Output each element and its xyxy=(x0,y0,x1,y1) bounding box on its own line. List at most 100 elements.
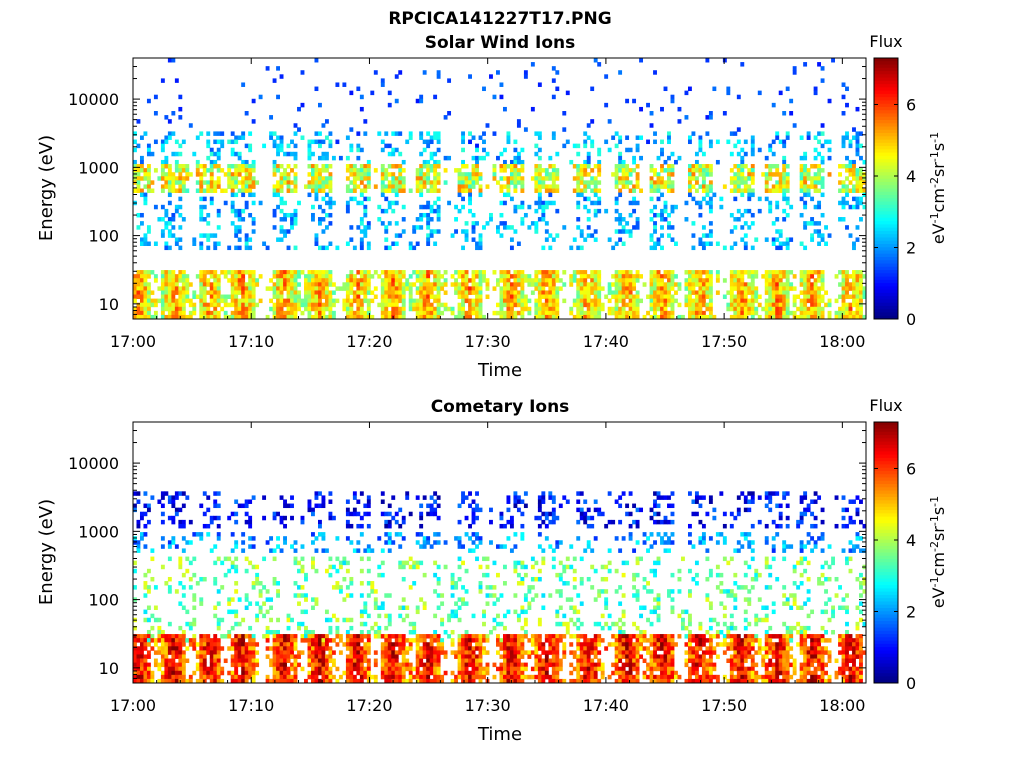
spectrogram-pixel xyxy=(150,576,155,582)
spectrogram-pixel xyxy=(848,314,853,320)
spectrogram-pixel xyxy=(806,310,811,316)
spectrogram-pixel xyxy=(324,270,329,275)
spectrogram-pixel xyxy=(653,139,657,145)
spectrogram-pixel xyxy=(733,241,738,246)
spectrogram-pixel xyxy=(293,212,298,218)
spectrogram-pixel xyxy=(213,658,218,664)
spectrogram-pixel xyxy=(164,221,169,226)
spectrogram-pixel xyxy=(499,184,504,189)
spectrogram-pixel xyxy=(234,310,239,316)
spectrogram-pixel xyxy=(520,302,525,308)
spectrogram-pixel xyxy=(593,184,598,189)
spectrogram-pixel xyxy=(852,176,856,181)
spectrogram-pixel xyxy=(426,237,431,242)
spectrogram-pixel xyxy=(314,662,319,668)
spectrogram-pixel xyxy=(806,282,811,287)
spectrogram-pixel xyxy=(331,613,336,619)
spectrogram-pixel xyxy=(139,642,144,647)
spectrogram-pixel xyxy=(150,625,155,631)
spectrogram-pixel xyxy=(775,229,780,234)
spectrogram-pixel xyxy=(618,314,623,320)
spectrogram-pixel xyxy=(352,678,357,684)
spectrogram-pixel xyxy=(283,278,287,283)
colorbar-segment xyxy=(874,64,898,69)
spectrogram-pixel xyxy=(178,151,183,157)
spectrogram-pixel xyxy=(747,286,752,291)
spectrogram-pixel xyxy=(290,270,294,275)
spectrogram-pixel xyxy=(293,678,298,684)
spectrogram-pixel xyxy=(621,176,626,181)
spectrogram-pixel xyxy=(656,184,661,189)
spectrogram-pixel xyxy=(167,172,172,177)
spectrogram-pixel xyxy=(785,282,790,287)
spectrogram-pixel xyxy=(670,164,675,169)
spectrogram-pixel xyxy=(244,111,249,116)
spectrogram-pixel xyxy=(708,208,713,214)
spectrogram-pixel xyxy=(223,634,228,639)
spectrogram-pixel xyxy=(771,102,776,108)
spectrogram-pixel xyxy=(237,225,242,230)
spectrogram-pixel xyxy=(167,544,172,549)
spectrogram-pixel xyxy=(509,225,514,230)
spectrogram-pixel xyxy=(265,66,270,71)
y-tick-label: 100 xyxy=(88,227,119,246)
spectrogram-pixel xyxy=(352,290,357,295)
spectrogram-pixel xyxy=(523,278,528,283)
spectrogram-pixel xyxy=(653,314,657,320)
spectrogram-pixel xyxy=(192,241,197,246)
spectrogram-pixel xyxy=(356,548,361,553)
spectrogram-pixel xyxy=(216,515,221,521)
spectrogram-pixel xyxy=(551,237,556,242)
spectrogram-pixel xyxy=(387,298,392,304)
spectrogram-pixel xyxy=(632,196,637,202)
spectrogram-pixel xyxy=(143,306,148,312)
spectrogram-pixel xyxy=(276,536,280,541)
spectrogram-pixel xyxy=(178,507,183,513)
spectrogram-pixel xyxy=(359,581,364,586)
spectrogram-pixel xyxy=(241,540,246,545)
spectrogram-pixel xyxy=(160,634,165,639)
spectrogram-pixel xyxy=(143,511,148,517)
spectrogram-pixel xyxy=(775,310,780,316)
spectrogram-pixel xyxy=(743,233,748,238)
spectrogram-pixel xyxy=(506,310,511,316)
spectrogram-pixel xyxy=(174,302,179,308)
spectrogram-pixel xyxy=(663,302,668,308)
spectrogram-pixel xyxy=(133,310,137,316)
spectrogram-pixel xyxy=(304,274,308,279)
spectrogram-pixel xyxy=(230,674,235,680)
spectrogram-pixel xyxy=(216,662,221,668)
spectrogram-pixel xyxy=(729,282,734,287)
spectrogram-pixel xyxy=(513,290,518,295)
spectrogram-pixel xyxy=(356,290,361,295)
spectrogram-pixel xyxy=(314,184,319,189)
spectrogram-pixel xyxy=(660,225,664,230)
spectrogram-pixel xyxy=(855,282,860,287)
spectrogram-pixel xyxy=(621,306,626,312)
spectrogram-pixel xyxy=(216,274,221,279)
spectrogram-pixel xyxy=(248,184,253,189)
spectrogram-pixel xyxy=(523,302,528,308)
spectrogram-pixel xyxy=(768,147,773,153)
spectrogram-pixel xyxy=(366,306,371,312)
spectrogram-pixel xyxy=(412,270,417,275)
spectrogram-pixel xyxy=(279,306,284,312)
spectrogram-pixel xyxy=(164,115,169,120)
spectrogram-pixel xyxy=(527,225,532,230)
spectrogram-pixel xyxy=(188,576,193,582)
spectrogram-pixel xyxy=(523,74,528,79)
spectrogram-pixel xyxy=(244,650,249,655)
spectrogram-pixel xyxy=(199,638,204,643)
spectrogram-pixel xyxy=(422,282,427,287)
colorbar-segment xyxy=(874,204,898,209)
spectrogram-pixel xyxy=(743,294,748,300)
spectrogram-pixel xyxy=(653,245,657,251)
spectrogram-pixel xyxy=(279,286,284,291)
spectrogram-pixel xyxy=(454,282,459,287)
spectrogram-pixel xyxy=(311,532,315,537)
spectrogram-pixel xyxy=(576,310,581,316)
spectrogram-pixel xyxy=(391,298,396,304)
spectrogram-pixel xyxy=(632,294,637,300)
spectrogram-pixel xyxy=(290,515,294,521)
spectrogram-pixel xyxy=(248,523,253,529)
